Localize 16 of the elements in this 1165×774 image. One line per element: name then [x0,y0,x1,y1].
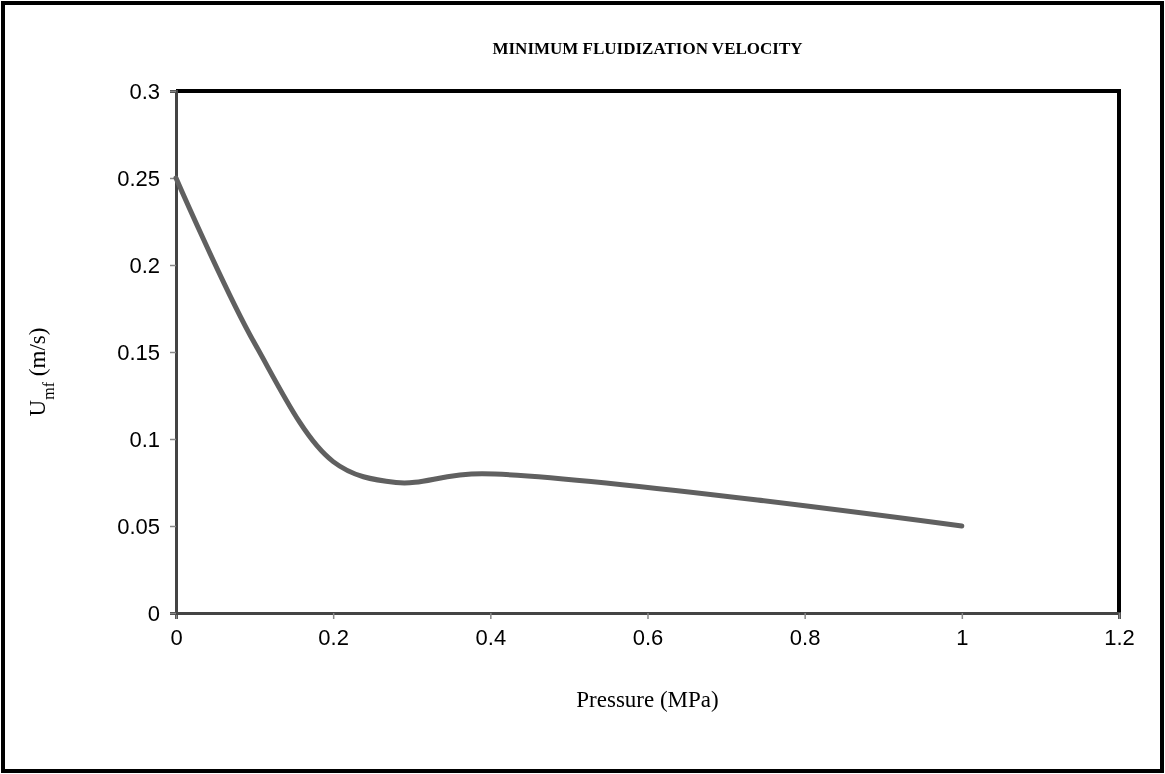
y-tick-label: 0.15 [117,339,160,365]
x-tick-label: 1.2 [1104,624,1135,650]
x-tick-label: 1 [956,624,969,650]
y-tick-label: 0 [147,600,160,626]
x-tick-label: 0.6 [632,624,664,650]
x-tick-label: 0 [170,624,183,650]
y-tick-label: 0.2 [129,252,160,278]
x-tick-label: 0.8 [789,624,821,650]
y-tick-label: 0.3 [129,78,160,104]
x-tick-label: 0.4 [475,624,507,650]
y-tick-label: 0.05 [117,513,160,539]
y-tick-label: 0.25 [117,165,160,191]
chart-title: MINIMUM FLUIDIZATION VELOCITY [492,39,803,58]
y-tick-label: 0.1 [129,426,160,452]
x-axis-title: Pressure (MPa) [576,687,719,712]
x-tick-label: 0.2 [318,624,349,650]
